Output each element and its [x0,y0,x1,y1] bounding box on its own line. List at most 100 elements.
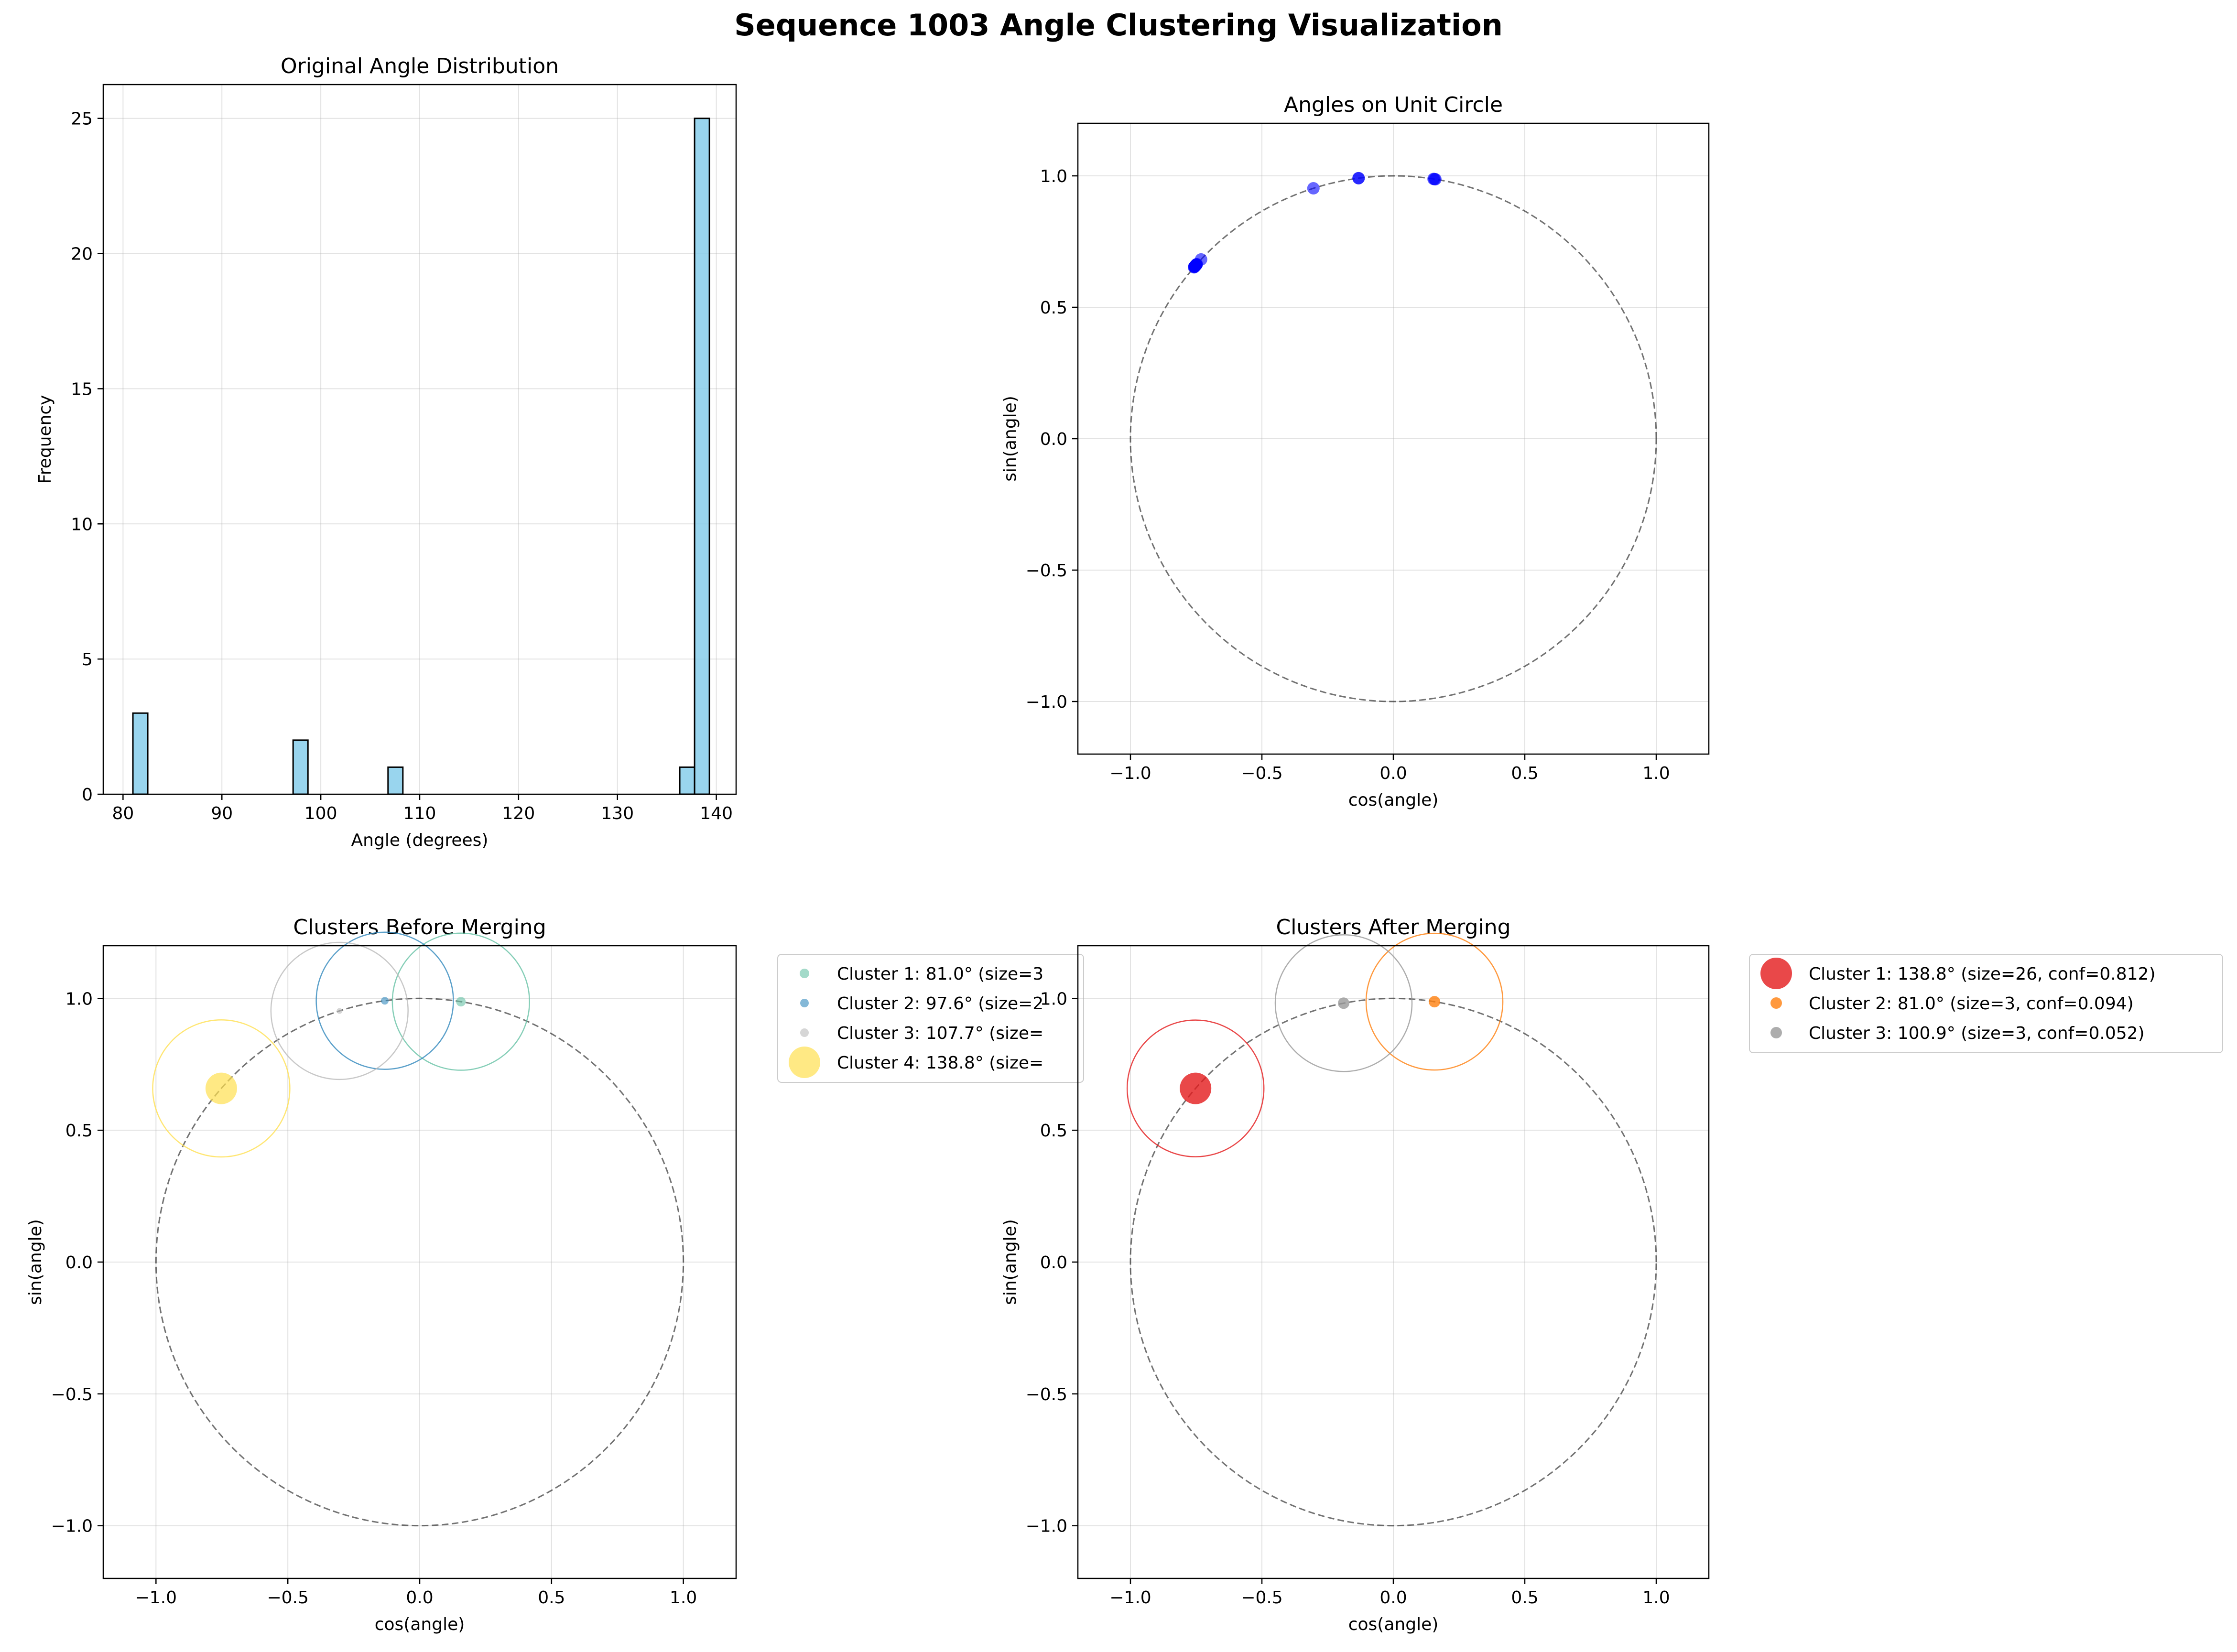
histogram-bar [292,739,309,795]
y-tick-label: 15 [71,379,93,399]
x-tick-label: 1.0 [1642,764,1670,783]
angle-point [1307,182,1320,195]
x-tick-label: 0.5 [1511,1588,1538,1608]
reference-unit-circle [155,997,684,1527]
x-axis-label: cos(angle) [375,1615,465,1634]
y-tick-label: 1.0 [1040,167,1067,186]
axes-frame [102,84,737,795]
legend-marker [800,999,809,1007]
x-tick-label: 0.0 [1379,764,1407,783]
y-tick-label: 0 [82,785,93,805]
legend-marker [800,1028,809,1037]
legend-entry-label: Cluster 2: 97.6° (size=2 [837,994,1043,1014]
legend-marker [800,969,809,978]
cluster-center-marker [337,1008,343,1014]
angle-point [1189,259,1202,272]
x-axis-label: cos(angle) [1348,790,1439,810]
angle-point [1429,173,1442,186]
x-tick-label: −0.5 [1241,764,1282,783]
x-tick-label: 0.5 [538,1588,565,1608]
x-tick-label: 90 [211,804,233,823]
x-tick-label: 1.0 [670,1588,697,1608]
cluster-radius-circle [152,1019,291,1158]
y-tick-label: 25 [71,109,93,129]
y-tick-label: 0.0 [1040,430,1067,449]
cluster-center-marker [456,997,466,1007]
clusters-before-chart: Clusters Before Merging −1.0 −0.5 0.0 0.5 1.0… [26,915,1084,1634]
figure-suptitle: Sequence 1003 Angle Clustering Visualiza… [734,8,1503,43]
x-tick-label: −1.0 [1109,764,1151,783]
y-tick-label: 1.0 [1040,989,1067,1009]
x-tick-label: 100 [304,804,337,823]
cluster-center-marker [1337,997,1349,1009]
histogram-bar [694,118,710,795]
legend-marker [1770,997,1782,1009]
cluster-radius-circle [391,932,530,1071]
y-tick-label: 0.5 [1040,1121,1067,1141]
histogram-bar [679,766,695,795]
x-tick-label: 110 [403,804,436,823]
cluster-radius-circle [1365,932,1504,1071]
cluster-center-marker [1429,996,1441,1008]
x-tick-label: −0.5 [267,1588,308,1608]
y-tick-label: 10 [71,515,93,534]
angle-point [1352,172,1365,184]
clusters-after-chart: Clusters After Merging −1.0 −0.5 0.0 0.5 1.0 −… [1000,915,2223,1634]
y-tick-label: 0.5 [1040,298,1067,318]
x-axis-label: cos(angle) [1348,1615,1439,1634]
y-tick-label: 1.0 [65,989,93,1009]
axes-title: Angles on Unit Circle [1284,93,1503,117]
y-axis-label: sin(angle) [1000,1219,1020,1305]
x-axis-label: Angle (degrees) [351,831,489,850]
x-tick-label: 0.0 [1379,1588,1407,1608]
cluster-radius-circle [1126,1019,1265,1157]
cluster-radius-circle [1274,934,1413,1072]
legend-box [777,954,1084,1083]
y-tick-label: 0.0 [1040,1253,1067,1273]
axes-frame [1077,945,1710,1579]
y-tick-label: 0.5 [65,1121,93,1141]
legend-entry-label: Cluster 3: 107.7° (size= [837,1024,1043,1043]
legend-marker [789,1047,820,1078]
cluster-center-marker [1180,1072,1212,1104]
x-tick-label: 120 [502,804,535,823]
axes-title: Original Angle Distribution [281,54,559,78]
histogram-bar [387,766,404,795]
x-tick-label: 140 [700,804,733,823]
y-tick-label: −1.0 [1026,1517,1067,1536]
y-tick-label: 0.0 [65,1253,93,1273]
x-tick-label: 80 [112,804,134,823]
y-tick-label: 20 [71,245,93,264]
legend-entry-label: Cluster 4: 138.8° (size= [837,1053,1043,1073]
axes-title: Clusters After Merging [1276,915,1510,939]
x-tick-label: 0.0 [406,1588,433,1608]
cluster-radius-circle [315,931,454,1070]
y-tick-label: −1.0 [1026,692,1067,712]
axes-frame [1077,122,1710,755]
legend-entry-label: Cluster 3: 100.9° (size=3, conf=0.052) [1809,1024,2145,1043]
y-axis-label: sin(angle) [26,1219,45,1305]
unit-circle-chart: Angles on Unit Circle −1.0 −0.5 0.0 0.5 1.0 −1… [1000,93,1710,810]
histogram-bar [132,712,149,795]
y-axis-label: sin(angle) [1000,396,1020,482]
y-tick-label: −0.5 [1026,561,1067,581]
x-tick-label: 130 [601,804,634,823]
x-tick-label: −1.0 [1109,1588,1151,1608]
y-tick-label: −0.5 [1026,1385,1067,1404]
y-tick-label: −0.5 [51,1385,93,1404]
legend-marker [1770,1027,1782,1038]
x-tick-label: 1.0 [1642,1588,1670,1608]
legend-entry-label: Cluster 2: 81.0° (size=3, conf=0.094) [1809,994,2134,1014]
x-tick-label: −0.5 [1241,1588,1282,1608]
reference-unit-circle [1129,175,1657,702]
axes-title: Clusters Before Merging [293,915,546,939]
cluster-center-marker [205,1072,237,1104]
x-tick-label: 0.5 [1511,764,1538,783]
x-tick-label: −1.0 [135,1588,177,1608]
y-tick-label: −1.0 [51,1517,93,1536]
legend-box [1749,954,2223,1053]
cluster-center-marker [381,997,389,1005]
